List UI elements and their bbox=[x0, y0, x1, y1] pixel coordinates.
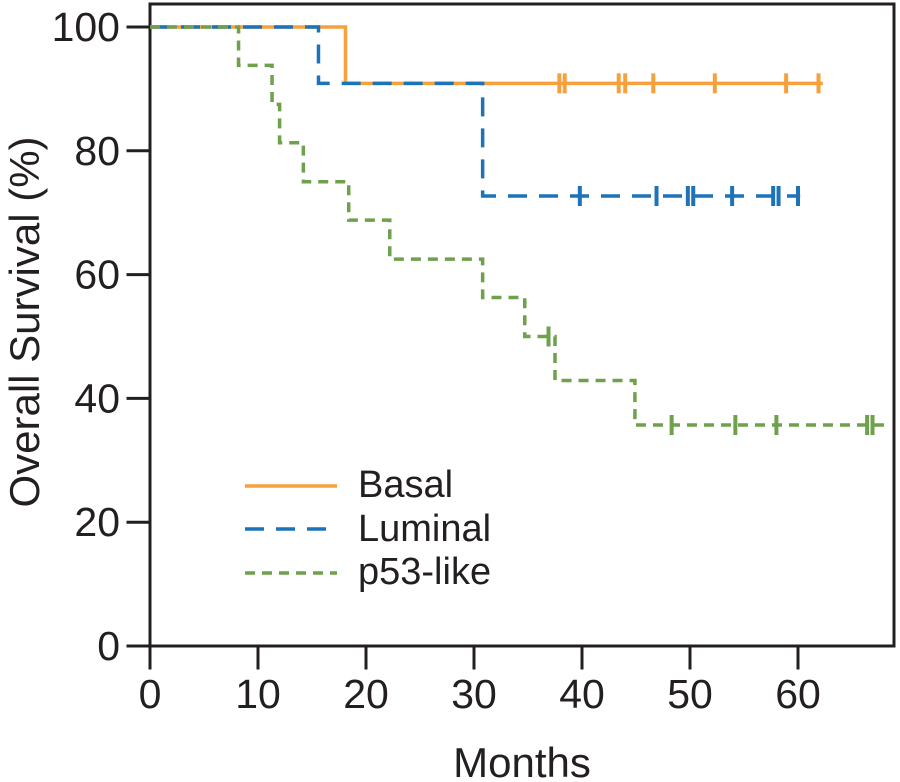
x-axis-tick-label: 20 bbox=[343, 671, 389, 717]
x-axis-tick-label: 40 bbox=[559, 671, 605, 717]
legend-label-luminal: Luminal bbox=[358, 507, 492, 550]
y-axis-title: Overall Survival (%) bbox=[1, 136, 48, 508]
x-axis-tick-label: 50 bbox=[667, 671, 713, 717]
legend-item-basal: Basal bbox=[245, 464, 491, 508]
legend-item-p53-like: p53-like bbox=[245, 551, 491, 595]
y-axis-tick-label: 80 bbox=[74, 128, 120, 174]
x-axis-tick-label: 10 bbox=[235, 671, 281, 717]
plot-frame bbox=[148, 2, 896, 648]
legend-label-basal: Basal bbox=[358, 464, 454, 507]
survival-curve-luminal bbox=[150, 25, 801, 198]
survival-curve-basal bbox=[150, 25, 823, 86]
survival-curve-p53-like bbox=[150, 25, 886, 427]
legend-item-luminal: Luminal bbox=[245, 508, 491, 552]
x-axis-tick-label: 0 bbox=[139, 671, 162, 717]
y-axis-tick-label: 40 bbox=[74, 375, 120, 421]
y-axis-tick-label: 100 bbox=[52, 4, 120, 50]
x-axis-title: Months bbox=[453, 739, 591, 782]
y-axis-tick-label: 0 bbox=[97, 623, 120, 669]
legend-label-p53-like: p53-like bbox=[358, 551, 492, 594]
legend-line-basal-icon bbox=[245, 484, 337, 488]
legend-line-luminal-icon bbox=[245, 527, 337, 531]
y-axis-tick-label: 20 bbox=[74, 499, 120, 545]
x-axis-tick-label: 60 bbox=[775, 671, 821, 717]
legend: Basal Luminal p53-like bbox=[245, 464, 491, 595]
x-axis-tick-label: 30 bbox=[451, 671, 497, 717]
legend-line-p53-like-icon bbox=[245, 571, 337, 575]
y-axis-tick-label: 60 bbox=[74, 252, 120, 298]
